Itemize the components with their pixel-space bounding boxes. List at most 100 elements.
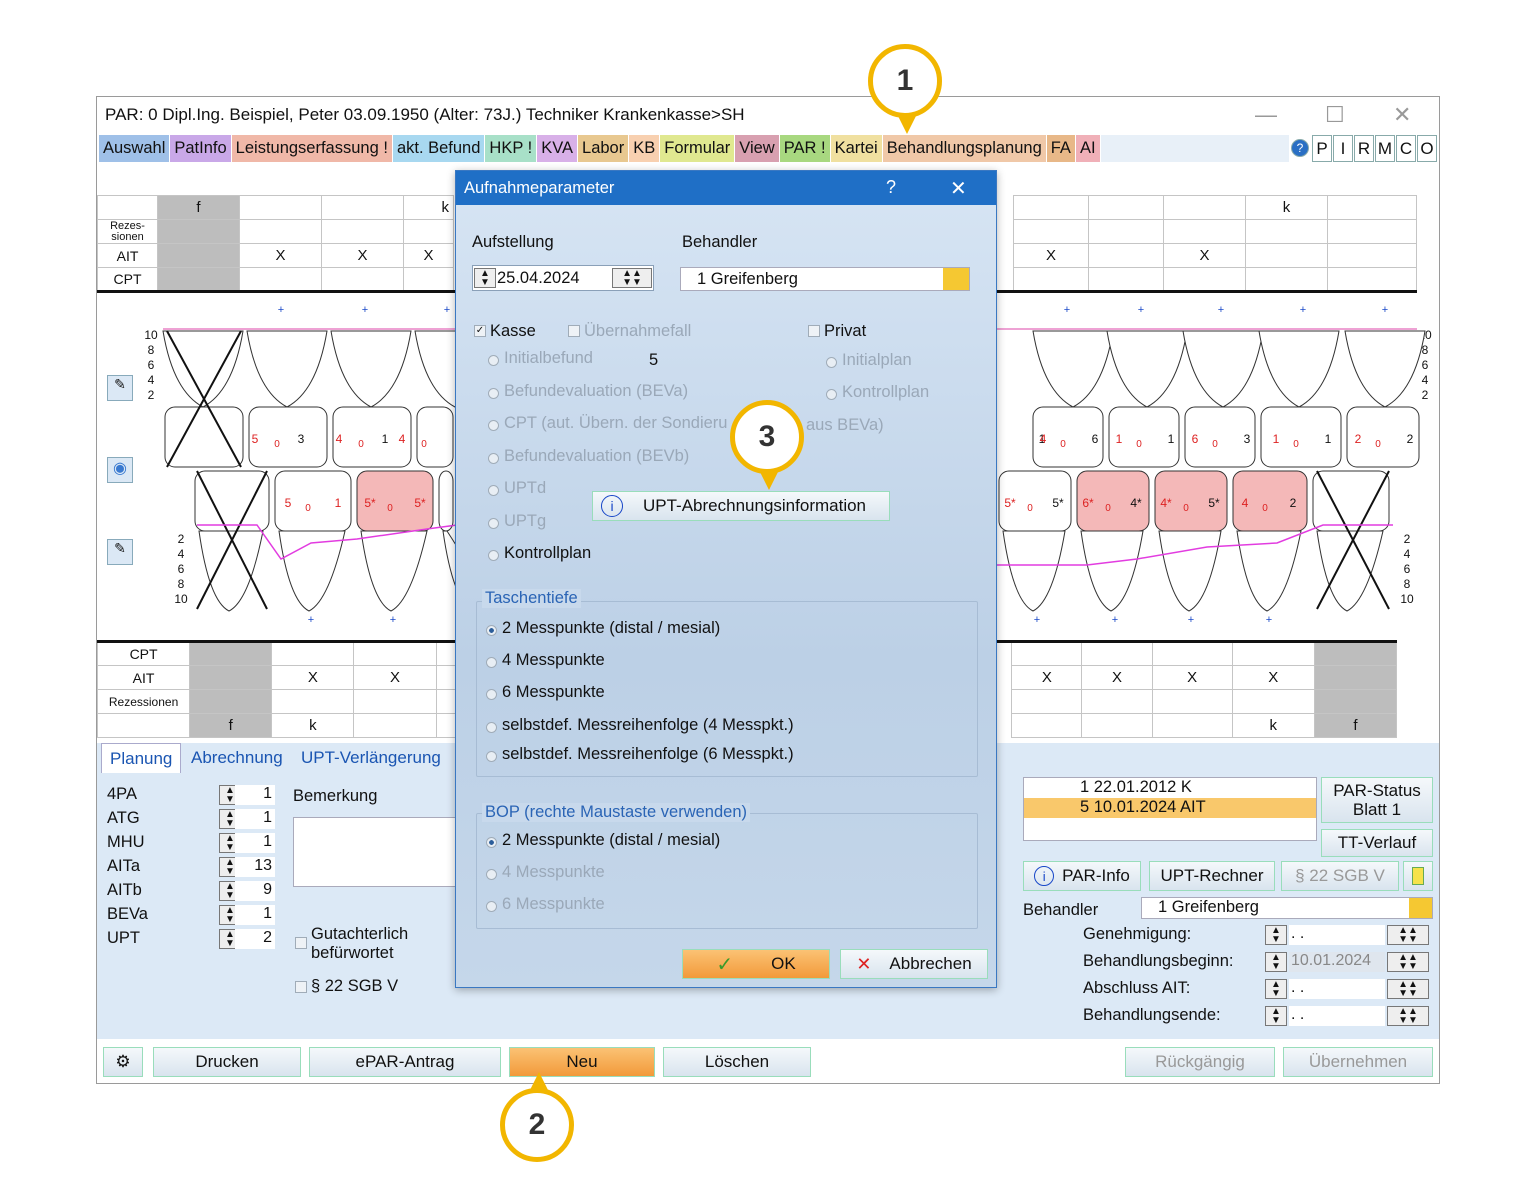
- menu-button-O[interactable]: O: [1417, 135, 1437, 162]
- tab-planung[interactable]: Planung: [101, 743, 182, 773]
- date-spinner-icon[interactable]: ▲ ▼: [1265, 979, 1287, 999]
- date-value-2[interactable]: . .: [1289, 979, 1385, 999]
- maximize-button[interactable]: ☐: [1325, 102, 1345, 127]
- edit-icon[interactable]: ✎: [107, 375, 133, 401]
- kasse-checkbox[interactable]: ✓: [474, 325, 486, 337]
- sgb-button[interactable]: § 22 SGB V: [1281, 861, 1399, 891]
- option-radio-0[interactable]: [488, 355, 499, 366]
- par-status-button[interactable]: PAR-Status Blatt 1: [1321, 777, 1433, 823]
- initialplan-radio[interactable]: [826, 357, 837, 368]
- menu-item-2[interactable]: Leistungserfassung !: [231, 135, 393, 162]
- help-button[interactable]: ?: [886, 177, 897, 197]
- uebernehmen-button[interactable]: Übernehmen: [1283, 1047, 1433, 1077]
- taschentiefe-radio-1[interactable]: [486, 657, 497, 668]
- taschentiefe-radio-2[interactable]: [486, 689, 497, 700]
- taschentiefe-radio-3[interactable]: [486, 722, 497, 733]
- edit-icon-lower[interactable]: ✎: [107, 539, 133, 565]
- date-spinner-icon-right[interactable]: ▲▲ ▼▼: [1387, 952, 1429, 972]
- tab-upt-verlaengerung[interactable]: UPT-Verlängerung: [301, 748, 441, 767]
- planning-value-upt[interactable]: 2: [235, 929, 275, 949]
- date-spinner-icon[interactable]: ▲ ▼: [1265, 952, 1287, 972]
- planning-value-mhu[interactable]: 1: [235, 833, 275, 853]
- tab-abrechnung[interactable]: Abrechnung: [191, 748, 283, 767]
- globe-icon[interactable]: ◉: [107, 457, 133, 483]
- upt-abrechnungsinformation-button[interactable]: i UPT-Abrechnungsinformation: [592, 491, 890, 521]
- planning-value-aita[interactable]: 13: [235, 857, 275, 877]
- date-spinner-icon-right[interactable]: ▲▲ ▼▼: [612, 268, 652, 288]
- close-button[interactable]: ✕: [1393, 102, 1412, 127]
- option-radio-4[interactable]: [488, 485, 499, 496]
- menu-item-5[interactable]: KVA: [537, 135, 579, 162]
- minimize-button[interactable]: —: [1255, 102, 1277, 127]
- history-row-selected[interactable]: 5 10.01.2024 AIT: [1024, 798, 1316, 818]
- tt-verlauf-button[interactable]: TT-Verlauf: [1321, 829, 1433, 857]
- drucken-button[interactable]: Drucken: [153, 1047, 301, 1077]
- par-history-list[interactable]: 1 22.01.2012 K 5 10.01.2024 AIT: [1023, 777, 1317, 841]
- dialog-close-button[interactable]: ✕: [950, 178, 967, 200]
- option-radio-5[interactable]: [488, 517, 499, 529]
- menu-button-I[interactable]: I: [1333, 135, 1353, 162]
- date-value-1[interactable]: 10.01.2024: [1289, 952, 1385, 972]
- menu-item-1[interactable]: PatInfo: [170, 135, 232, 162]
- bop-radio-1[interactable]: [486, 869, 497, 880]
- date-spinner-icon-right[interactable]: ▲▲ ▼▼: [1387, 979, 1429, 999]
- menu-item-12[interactable]: Behandlungsplanung: [882, 135, 1047, 162]
- dropdown-icon[interactable]: [1409, 898, 1432, 918]
- bop-radio-0[interactable]: [486, 837, 497, 848]
- option-radio-2[interactable]: [488, 420, 499, 431]
- par-info-button[interactable]: i PAR-Info: [1023, 861, 1141, 891]
- taschentiefe-radio-4[interactable]: [486, 751, 497, 762]
- help-icon[interactable]: ?: [1291, 139, 1309, 157]
- date-value-0[interactable]: . .: [1289, 925, 1385, 945]
- menu-item-4[interactable]: HKP !: [485, 135, 538, 162]
- planning-value-4pa[interactable]: 1: [235, 785, 275, 805]
- bop-radio-2[interactable]: [486, 901, 497, 912]
- kontrollplan-radio-right[interactable]: [826, 389, 837, 400]
- date-spinner-icon-right[interactable]: ▲▲ ▼▼: [1387, 925, 1429, 945]
- epar-antrag-button[interactable]: ePAR-Antrag: [309, 1047, 501, 1077]
- menu-item-3[interactable]: akt. Befund: [392, 135, 486, 162]
- date-spinner-icon[interactable]: ▲ ▼: [1265, 925, 1287, 945]
- gutachter-checkbox[interactable]: [295, 937, 307, 949]
- taschentiefe-radio-0[interactable]: [486, 625, 497, 636]
- rueckgaengig-button[interactable]: Rückgängig: [1125, 1047, 1275, 1077]
- clipboard-icon[interactable]: [1403, 861, 1433, 891]
- gear-icon[interactable]: ⚙: [103, 1047, 143, 1077]
- history-row[interactable]: 1 22.01.2012 K: [1080, 778, 1192, 796]
- menu-item-8[interactable]: Formular: [660, 135, 736, 162]
- menu-button-R[interactable]: R: [1354, 135, 1374, 162]
- option-radio-3[interactable]: [488, 452, 499, 464]
- uebernahmefall-checkbox[interactable]: [568, 325, 580, 337]
- planning-value-atg[interactable]: 1: [235, 809, 275, 829]
- abbrechen-button[interactable]: ✕ Abbrechen: [840, 949, 988, 979]
- date-spinner-icon[interactable]: ▲ ▼: [1265, 1006, 1287, 1026]
- bemerkung-field[interactable]: [293, 817, 463, 887]
- menu-item-14[interactable]: AI: [1075, 135, 1101, 162]
- loeschen-button[interactable]: Löschen: [663, 1047, 811, 1077]
- cell-f: f: [157, 195, 240, 220]
- menu-item-7[interactable]: KB: [629, 135, 661, 162]
- dialog-behandler-select[interactable]: 1 Greifenberg: [680, 267, 970, 291]
- menu-button-P[interactable]: P: [1312, 135, 1332, 162]
- menu-item-6[interactable]: Labor: [578, 135, 630, 162]
- date-spinner-icon[interactable]: ▲ ▼: [474, 268, 496, 288]
- menu-button-C[interactable]: C: [1396, 135, 1416, 162]
- menu-item-11[interactable]: Kartei: [830, 135, 883, 162]
- menu-item-10[interactable]: PAR !: [779, 135, 831, 162]
- planning-value-aitb[interactable]: 9: [235, 881, 275, 901]
- menu-item-13[interactable]: FA: [1046, 135, 1076, 162]
- menu-item-0[interactable]: Auswahl: [99, 135, 171, 162]
- planning-value-beva[interactable]: 1: [235, 905, 275, 925]
- option-radio-6[interactable]: [488, 550, 499, 561]
- date-value-3[interactable]: . .: [1289, 1006, 1385, 1026]
- sgb-checkbox[interactable]: [295, 981, 307, 993]
- behandler-select[interactable]: 1 Greifenberg: [1141, 897, 1433, 919]
- upt-rechner-button[interactable]: UPT-Rechner: [1149, 861, 1275, 891]
- ok-button[interactable]: ✓ OK: [682, 949, 830, 979]
- menu-button-M[interactable]: M: [1375, 135, 1395, 162]
- option-radio-1[interactable]: [488, 387, 499, 399]
- menu-item-9[interactable]: View: [735, 135, 780, 162]
- dropdown-icon[interactable]: [943, 268, 969, 290]
- privat-checkbox[interactable]: [808, 325, 820, 337]
- date-spinner-icon-right[interactable]: ▲▲ ▼▼: [1387, 1006, 1429, 1026]
